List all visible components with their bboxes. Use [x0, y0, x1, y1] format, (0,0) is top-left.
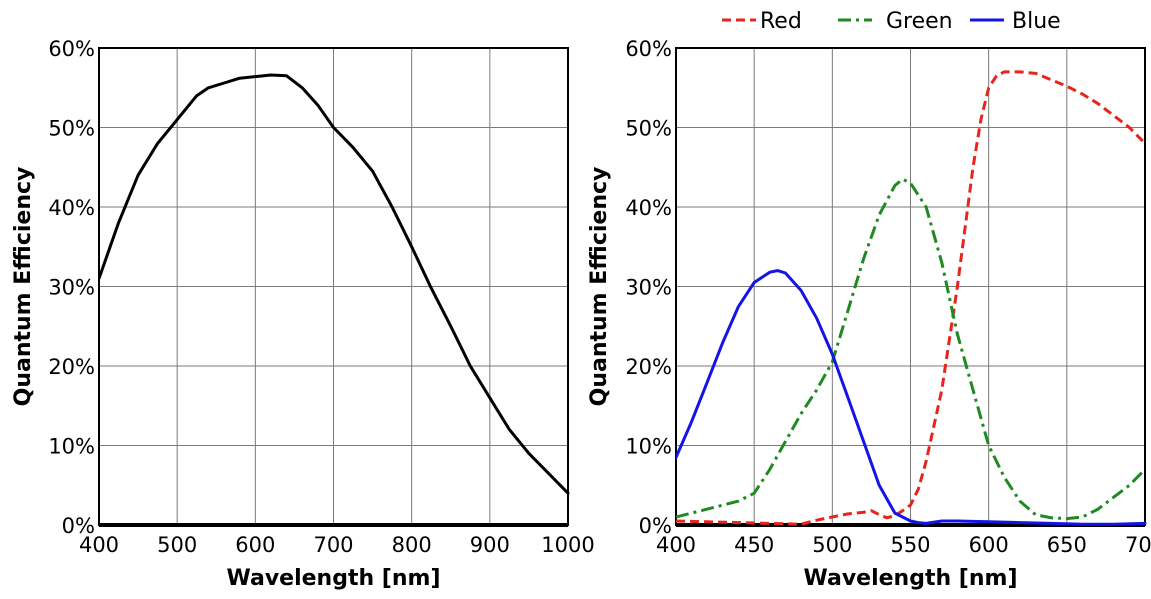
x-tick-label: 400 [656, 533, 696, 557]
qe-series-line [99, 73, 570, 495]
y-tick-label: 10% [625, 435, 672, 459]
x-tick-label: 800 [392, 533, 432, 557]
y-tick-label: 60% [48, 37, 95, 61]
y-tick-label: 50% [625, 117, 672, 141]
x-tick-label: 450 [734, 533, 774, 557]
y-tick-label: 60% [625, 37, 672, 61]
legend-label-green: Green [886, 9, 953, 34]
y-tick-label: 30% [625, 276, 672, 300]
x-tick-label: 700 [313, 533, 353, 557]
x-tick-label: 400 [79, 533, 119, 557]
plot-right: 400 450 500 550 600 650 700 0% 10% 20% 30% 40% 50% 60… [587, 9, 1151, 591]
x-tick-label: 600 [235, 533, 275, 557]
y-axis-label: Quantum Efficiency [11, 167, 36, 407]
y-tick-label: 10% [48, 435, 95, 459]
y-tick-label: 30% [48, 276, 95, 300]
x-tick-label: 550 [890, 533, 930, 557]
y-tick-label: 20% [625, 355, 672, 379]
blue-series-line [676, 269, 1147, 526]
x-tick-label: 900 [470, 533, 510, 557]
y-tick-label: 50% [48, 117, 95, 141]
x-tick-label: 500 [812, 533, 852, 557]
legend: Red Green Blue [722, 9, 1061, 34]
green-series-line [676, 177, 1147, 521]
x-tick-label: 500 [157, 533, 197, 557]
y-tick-label: 0% [62, 514, 95, 538]
plot-left: 400 500 600 700 800 900 1000 0% 10% 20% 30% 40% 50% 6… [11, 37, 595, 591]
x-tick-label: 1000 [541, 533, 594, 557]
x-tick-label: 650 [1047, 533, 1087, 557]
y-tick-label: 0% [639, 514, 672, 538]
x-axis-label: Wavelength [nm] [804, 566, 1018, 591]
legend-label-blue: Blue [1012, 9, 1061, 34]
x-tick-label: 600 [969, 533, 1009, 557]
legend-label-red: Red [760, 9, 802, 34]
red-series-line [676, 70, 1147, 526]
x-tick-label: 700 [1125, 533, 1151, 557]
y-axis-label: Quantum Efficiency [587, 167, 612, 407]
y-tick-label: 20% [48, 355, 95, 379]
y-tick-label: 40% [48, 196, 95, 220]
x-axis-label: Wavelength [nm] [227, 566, 441, 591]
y-tick-label: 40% [625, 196, 672, 220]
